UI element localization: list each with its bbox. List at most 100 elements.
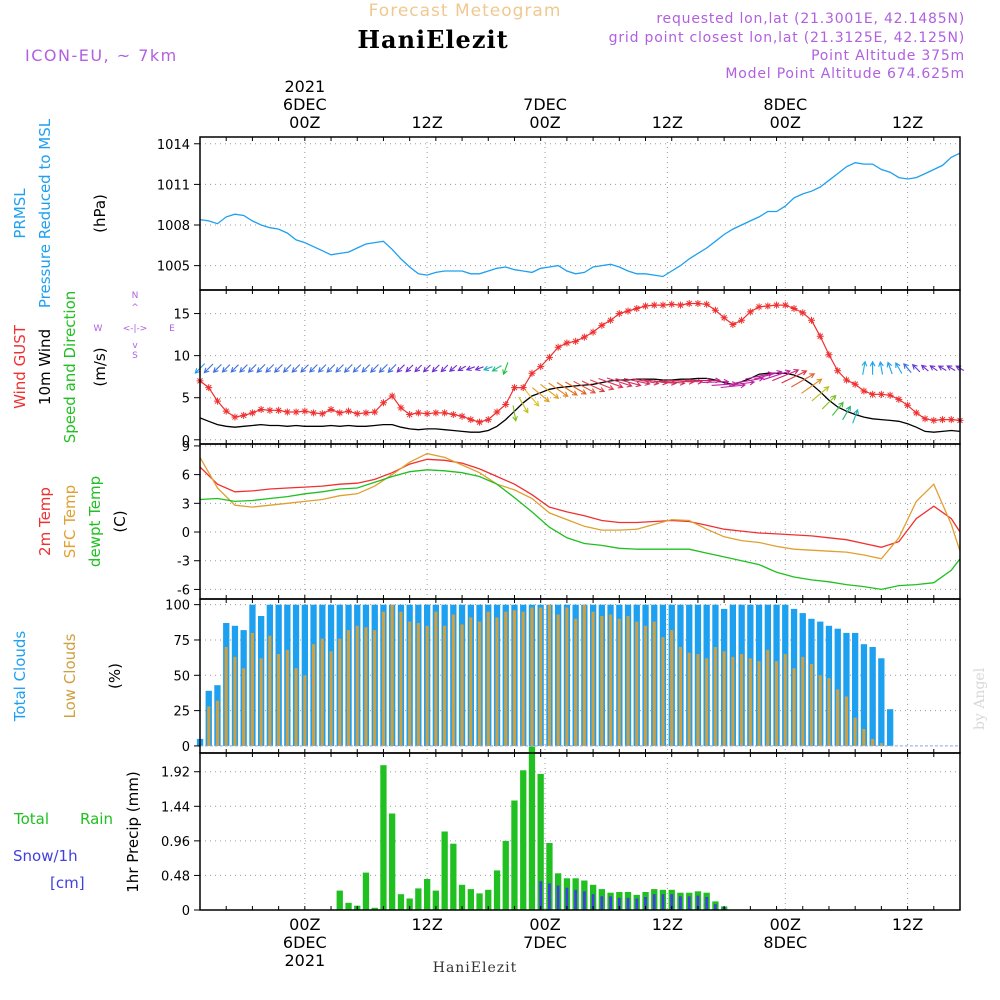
ytick-label-clouds-4: 100 — [165, 599, 190, 614]
gust-marker — [746, 308, 754, 316]
bar-clouds-1 — [871, 738, 875, 746]
bar-precip-1 — [652, 894, 656, 910]
bar-precip-1 — [705, 897, 709, 910]
station-title: HaniElezit — [357, 25, 508, 54]
wind-arrow — [791, 373, 816, 388]
wind-arrow — [772, 368, 800, 382]
bar-clouds-1 — [757, 661, 761, 746]
wind-arrow — [212, 364, 222, 374]
ytick-label-pressure-3: 1014 — [157, 138, 190, 153]
panel-temperature: -6 -3 0 3 6 9 2m Temp SFC Temp dewpt Temp (C) — [36, 440, 961, 600]
bar-clouds-0 — [843, 632, 850, 746]
compass-up: ^ — [131, 303, 139, 313]
top-tick-label-1-0: 12Z — [411, 113, 442, 132]
bar-precip-1 — [714, 904, 717, 910]
wind-arrow — [265, 364, 275, 373]
gust-marker — [869, 390, 877, 398]
bar-clouds-1 — [582, 604, 586, 746]
gust-marker — [615, 310, 623, 318]
wind-arrow — [573, 380, 597, 394]
bar-clouds-1 — [862, 729, 866, 746]
gust-marker — [301, 407, 309, 415]
bar-clouds-1 — [259, 658, 263, 746]
bar-clouds-1 — [766, 649, 770, 746]
gust-marker — [441, 409, 449, 417]
bar-precip-0 — [406, 898, 413, 910]
bottom-tick-label-0-1: 6DEC — [283, 933, 327, 952]
ytick-label-clouds-0: 0 — [182, 740, 190, 755]
ytick-label-clouds-3: 75 — [173, 634, 190, 649]
compass-row: <-|-> — [123, 324, 148, 334]
bar-clouds-1 — [364, 627, 368, 746]
bar-clouds-1 — [687, 652, 691, 746]
bar-precip-0 — [336, 890, 343, 910]
bar-clouds-1 — [713, 647, 717, 746]
panel-wind: N S W E <-|-> ^ v 0 5 10 15 Wind GUST 10m Wind Speed … — [11, 289, 965, 449]
bar-precip-0 — [345, 902, 352, 910]
bar-clouds-1 — [451, 614, 455, 746]
ytick-label-temperature-0: -6 — [177, 583, 190, 598]
series-line-pressure-0 — [199, 152, 961, 278]
wind-arrow — [801, 378, 823, 394]
panel-label-wind-3: (m/s) — [91, 347, 109, 386]
wind-arrow — [203, 363, 214, 374]
bottom-tick-label-4-0: 00Z — [770, 915, 801, 934]
gust-marker — [650, 301, 658, 309]
gust-marker — [563, 339, 571, 347]
model-altitude: Model Point Altitude 674.625m — [725, 66, 965, 82]
wind-arrow — [370, 364, 379, 373]
bar-clouds-1 — [303, 675, 307, 746]
wind-arrow — [440, 364, 449, 373]
bar-clouds-1 — [547, 604, 551, 746]
wind-speed-line — [199, 372, 961, 433]
wind-arrow — [581, 380, 606, 393]
gust-marker — [318, 410, 326, 418]
gust-marker — [406, 411, 414, 419]
gust-marker — [388, 392, 396, 400]
bottom-tick-label-5-0: 12Z — [892, 915, 923, 934]
gust-marker — [703, 300, 711, 308]
gust-marker — [257, 405, 265, 413]
bar-precip-0 — [389, 813, 396, 910]
bar-clouds-1 — [329, 651, 333, 746]
bar-precip-0 — [424, 879, 431, 910]
wind-arrow — [343, 364, 353, 373]
gust-marker — [580, 333, 588, 341]
gust-marker — [729, 321, 737, 329]
series-line-temperature-1 — [199, 452, 961, 560]
gust-marker — [510, 384, 518, 392]
ytick-label-precip-4: 1.92 — [161, 766, 190, 781]
gust-marker — [781, 301, 789, 309]
bar-clouds-1 — [731, 656, 735, 746]
bar-precip-0 — [502, 840, 509, 910]
gust-marker — [222, 407, 230, 415]
bar-precip-0 — [528, 746, 536, 910]
panel-label-temperature-1: SFC Temp — [61, 485, 79, 558]
bar-clouds-1 — [312, 644, 316, 746]
gust-marker — [554, 343, 562, 351]
bar-clouds-1 — [268, 635, 272, 746]
gust-marker — [467, 416, 475, 424]
bar-clouds-1 — [792, 668, 796, 746]
ytick-label-clouds-1: 25 — [173, 705, 190, 720]
top-tick-label-0-1: 6DEC — [283, 95, 327, 114]
bottom-tick-label-0-0: 00Z — [289, 915, 320, 934]
precip-label-snow: Snow/1h — [13, 847, 78, 865]
bar-clouds-1 — [530, 607, 534, 746]
model-label: ICON-EU, ~ 7km — [25, 46, 178, 65]
gust-line — [199, 302, 961, 423]
bar-precip-0 — [415, 888, 422, 910]
gust-marker — [860, 387, 868, 395]
wind-arrow — [482, 365, 493, 372]
wind-arrow — [920, 364, 929, 372]
bar-clouds-1 — [233, 656, 237, 746]
wind-arrow — [361, 364, 371, 373]
bottom-tick-label-0-2: 2021 — [284, 951, 325, 970]
gust-marker — [912, 409, 920, 417]
bar-precip-1 — [617, 897, 621, 910]
wind-arrow — [512, 405, 518, 422]
bar-clouds-1 — [224, 647, 228, 746]
gust-marker — [633, 305, 641, 313]
bar-clouds-1 — [635, 621, 639, 746]
